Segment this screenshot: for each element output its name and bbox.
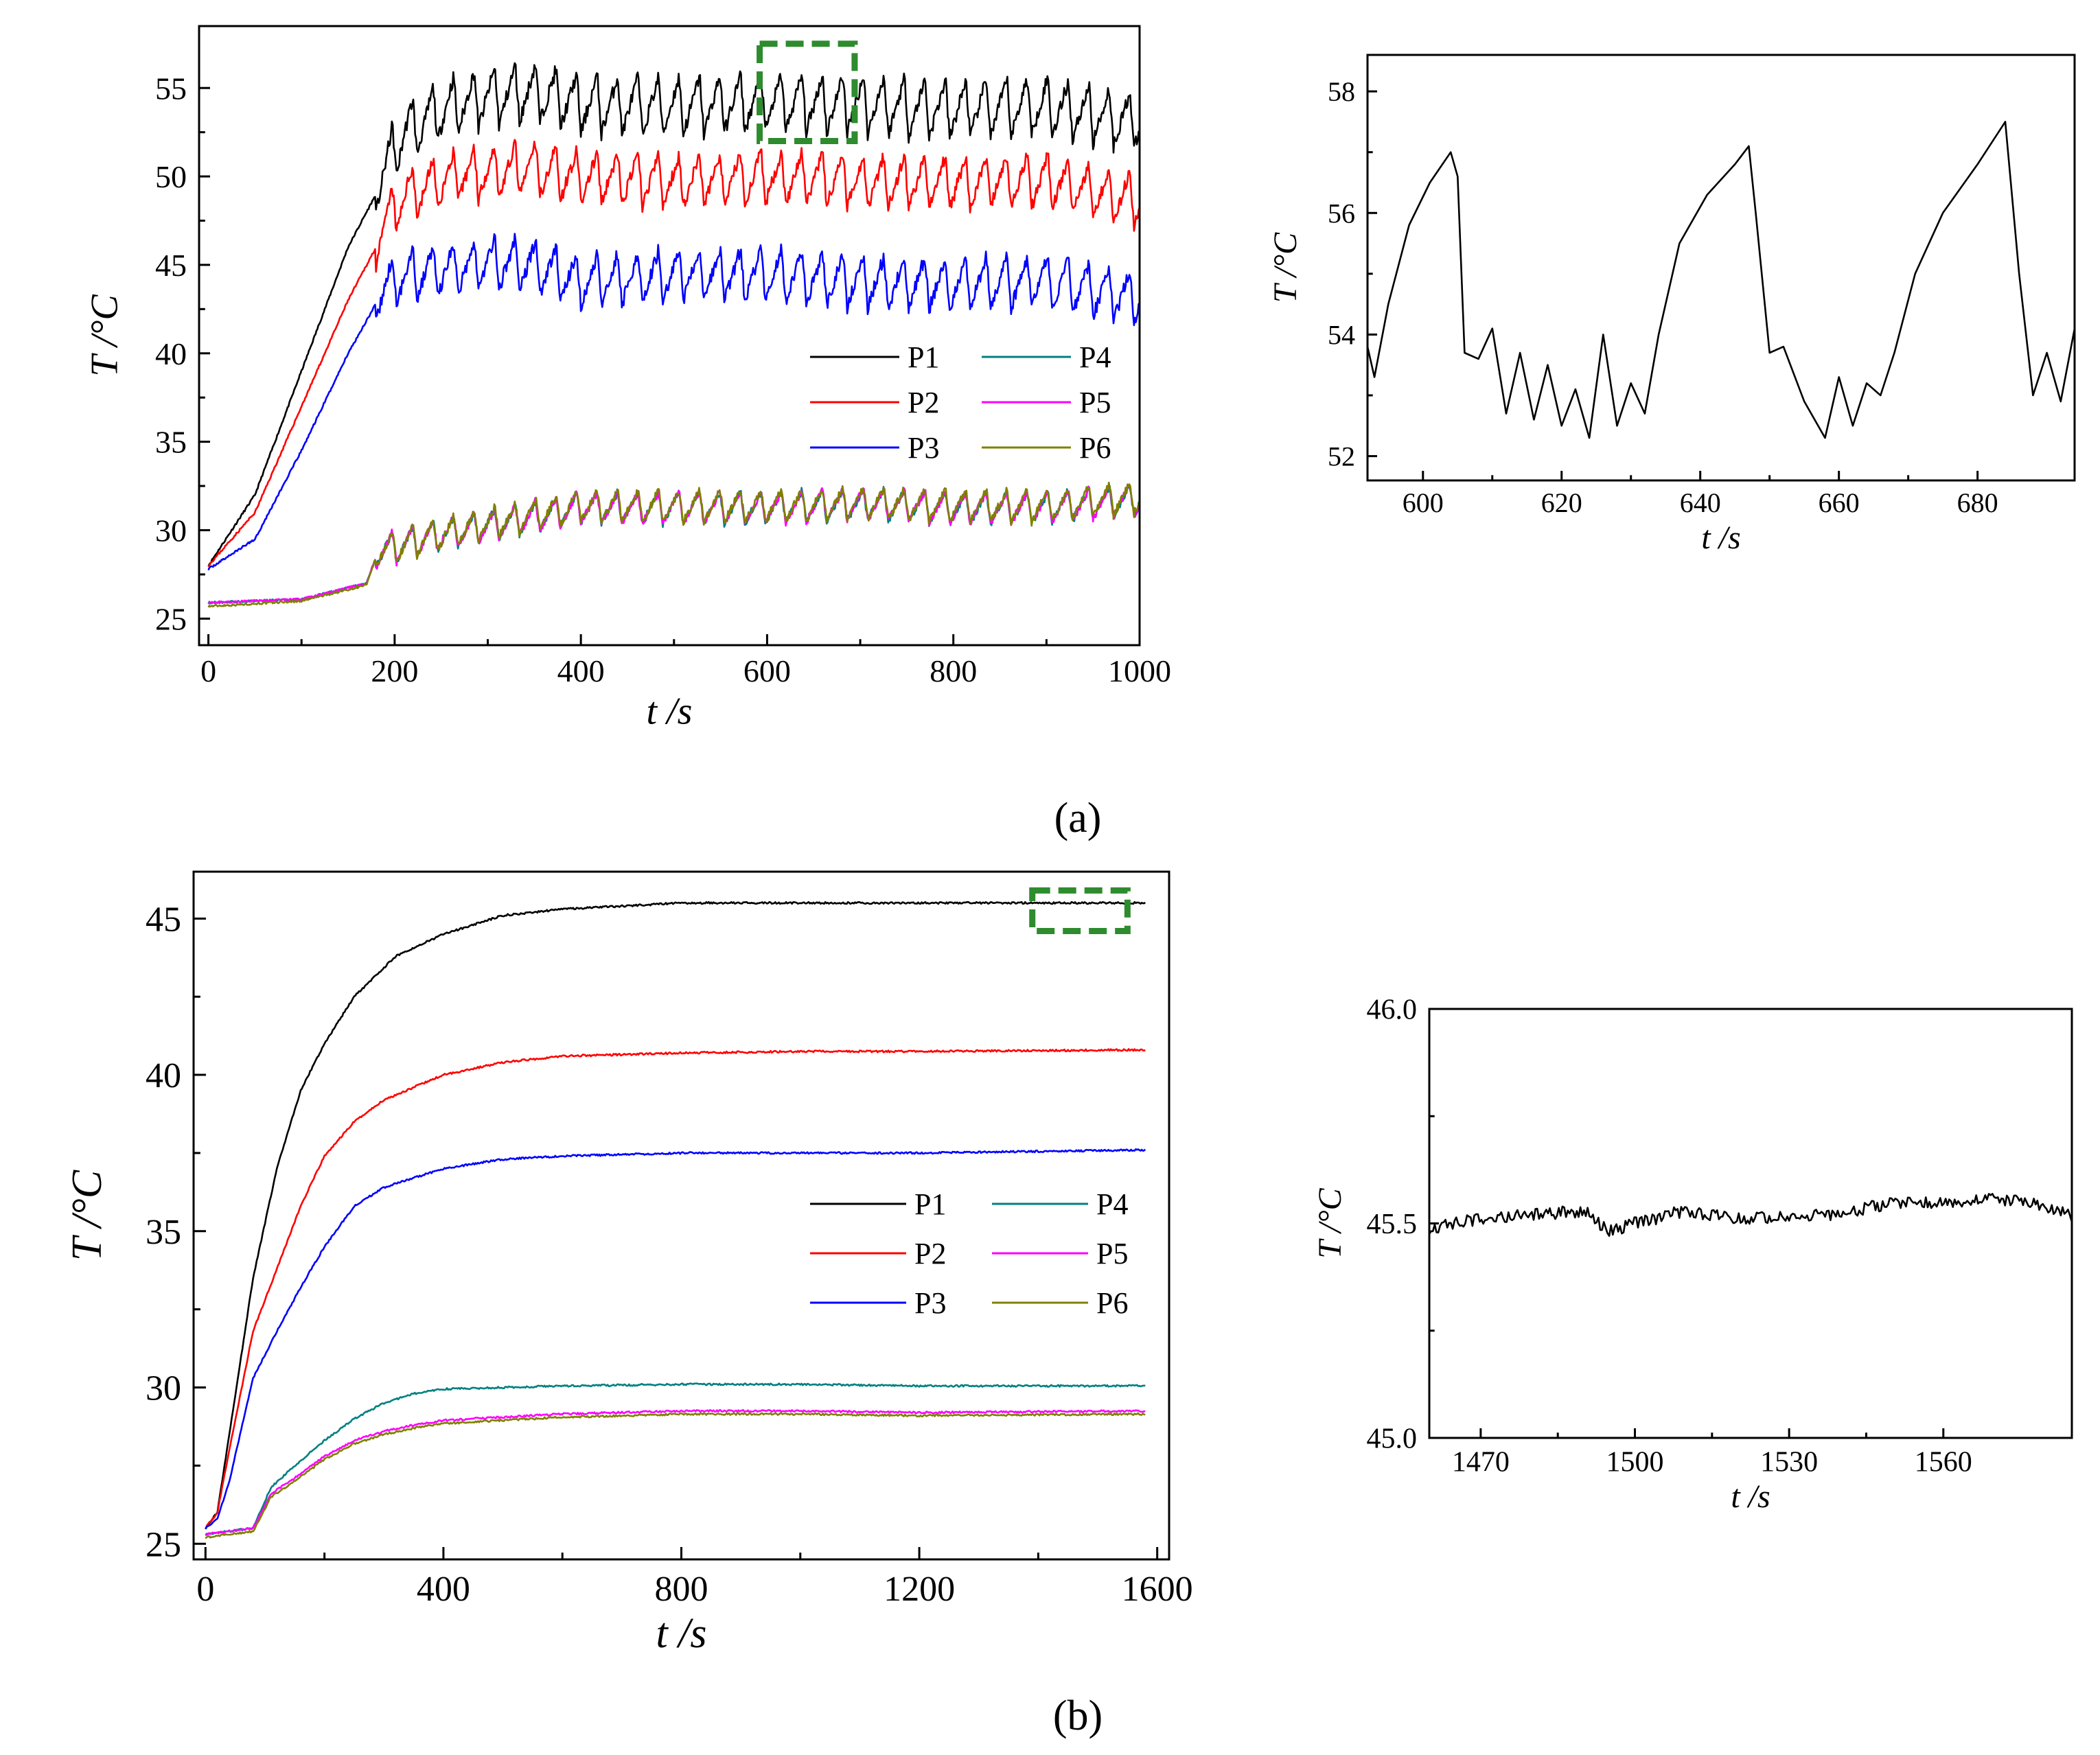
series-line-p2 — [207, 139, 1140, 568]
legend-label-p1: P1 — [908, 340, 939, 374]
x-tick-label: 640 — [1680, 487, 1721, 518]
x-tick-label: 1000 — [1108, 653, 1171, 688]
y-tick-label: 40 — [155, 336, 187, 371]
series-line-p5 — [205, 1409, 1146, 1537]
x-tick-label: 680 — [1957, 487, 1998, 518]
y-tick-label: 45.5 — [1367, 1209, 1418, 1240]
y-tick-label: 35 — [146, 1213, 181, 1252]
x-axis-label: t /s — [647, 690, 693, 733]
series-group — [205, 900, 1146, 1539]
y-axis-label: T /°C — [1267, 232, 1304, 303]
x-axis-label: t /s — [1731, 1478, 1770, 1515]
legend-label-p6: P6 — [1096, 1286, 1128, 1320]
y-tick-label: 55 — [155, 71, 187, 106]
series-line-p5 — [207, 485, 1140, 605]
x-tick-label: 1500 — [1606, 1446, 1664, 1478]
series-group — [1429, 1193, 2072, 1237]
y-tick-label: 54 — [1328, 319, 1355, 350]
y-axis-label: T /°C — [64, 1170, 111, 1261]
zoom-box — [757, 40, 858, 145]
series-group — [1368, 121, 2075, 439]
chart-b-zoom: 1470 1500 1530 1560 45.0 45.5 46.0 t /s T /°C — [1312, 995, 2073, 1515]
series-line-p3 — [205, 1148, 1146, 1530]
legend-label-p5: P5 — [1079, 386, 1111, 419]
legend-label-p1: P1 — [914, 1187, 946, 1221]
legend-label-p3: P3 — [908, 431, 939, 465]
legend-label-p2: P2 — [914, 1237, 946, 1270]
series-line-p2 — [205, 1048, 1146, 1530]
x-tick-label: 600 — [743, 653, 791, 688]
panel-label-a: (a) — [1054, 795, 1102, 841]
series-group — [207, 62, 1140, 608]
x-tick-label: 800 — [930, 653, 977, 688]
plot-frame — [1366, 54, 2076, 482]
legend-label-p4: P4 — [1079, 340, 1111, 374]
series-line-p6 — [207, 481, 1140, 608]
chart-b-main: 0 400 800 1200 1600 25 30 35 40 45 t /s T /°C P1 P4 P2… — [64, 870, 1193, 1657]
y-tick-label: 30 — [155, 513, 187, 548]
series-line-p3 — [207, 233, 1140, 571]
x-tick-label: 800 — [655, 1570, 708, 1609]
y-tick-label: 45 — [146, 900, 181, 940]
x-tick-label: 1560 — [1915, 1446, 1972, 1478]
y-tick-label: 46.0 — [1367, 995, 1418, 1026]
y-tick-label: 35 — [155, 425, 187, 460]
x-tick-label: 620 — [1541, 487, 1582, 518]
panel-label-b: (b) — [1053, 1693, 1103, 1739]
x-tick-label: 400 — [557, 653, 605, 688]
legend-label-p3: P3 — [914, 1286, 946, 1320]
y-tick-label: 45 — [155, 248, 187, 283]
chart-a-main: 0 200 400 600 800 1000 25 30 35 40 45 50 55 t /s T /°C… — [83, 25, 1171, 733]
series-line-p6 — [205, 1412, 1146, 1539]
x-tick-label: 400 — [417, 1570, 470, 1609]
x-tick-label: 0 — [196, 1570, 214, 1609]
x-tick-label: 200 — [371, 653, 418, 688]
y-tick-label: 50 — [155, 159, 187, 194]
plot-frame — [1428, 1008, 2073, 1439]
x-tick-label: 1600 — [1122, 1570, 1193, 1609]
y-tick-label: 40 — [146, 1056, 181, 1095]
y-tick-label: 45.0 — [1367, 1423, 1418, 1455]
y-tick-label: 25 — [146, 1525, 181, 1564]
zoom-box — [1029, 887, 1131, 935]
y-tick-label: 25 — [155, 601, 187, 636]
x-tick-label: 600 — [1403, 487, 1444, 518]
y-axis-label: T /°C — [83, 294, 126, 377]
y-tick-label: 56 — [1328, 198, 1355, 229]
legend-label-p6: P6 — [1079, 431, 1111, 465]
y-axis-label: T /°C — [1312, 1187, 1348, 1258]
x-tick-label: 1530 — [1760, 1446, 1818, 1478]
chart-a-zoom: 600 620 640 660 680 52 54 56 58 t /s T /°C — [1267, 54, 2076, 556]
x-tick-label: 0 — [200, 653, 216, 688]
legend-label-p4: P4 — [1096, 1187, 1128, 1221]
plot-frame — [198, 25, 1141, 647]
x-axis-label: t /s — [1701, 520, 1740, 556]
y-tick-label: 58 — [1328, 76, 1355, 107]
y-tick-label: 30 — [146, 1369, 181, 1408]
series-line-p1 — [205, 900, 1146, 1530]
x-axis-label: t /s — [656, 1610, 706, 1657]
x-tick-label: 660 — [1819, 487, 1860, 518]
x-tick-label: 1470 — [1452, 1446, 1510, 1478]
legend-label-p2: P2 — [908, 386, 939, 419]
legend-label-p5: P5 — [1096, 1237, 1128, 1270]
plot-frame — [192, 870, 1170, 1561]
series-line-p1 — [1368, 121, 2075, 439]
x-tick-label: 1200 — [884, 1570, 955, 1609]
y-tick-label: 52 — [1328, 441, 1355, 472]
series-line-p4 — [205, 1382, 1146, 1536]
series-line-p1 — [207, 62, 1140, 568]
series-line-p1 — [1429, 1193, 2072, 1237]
